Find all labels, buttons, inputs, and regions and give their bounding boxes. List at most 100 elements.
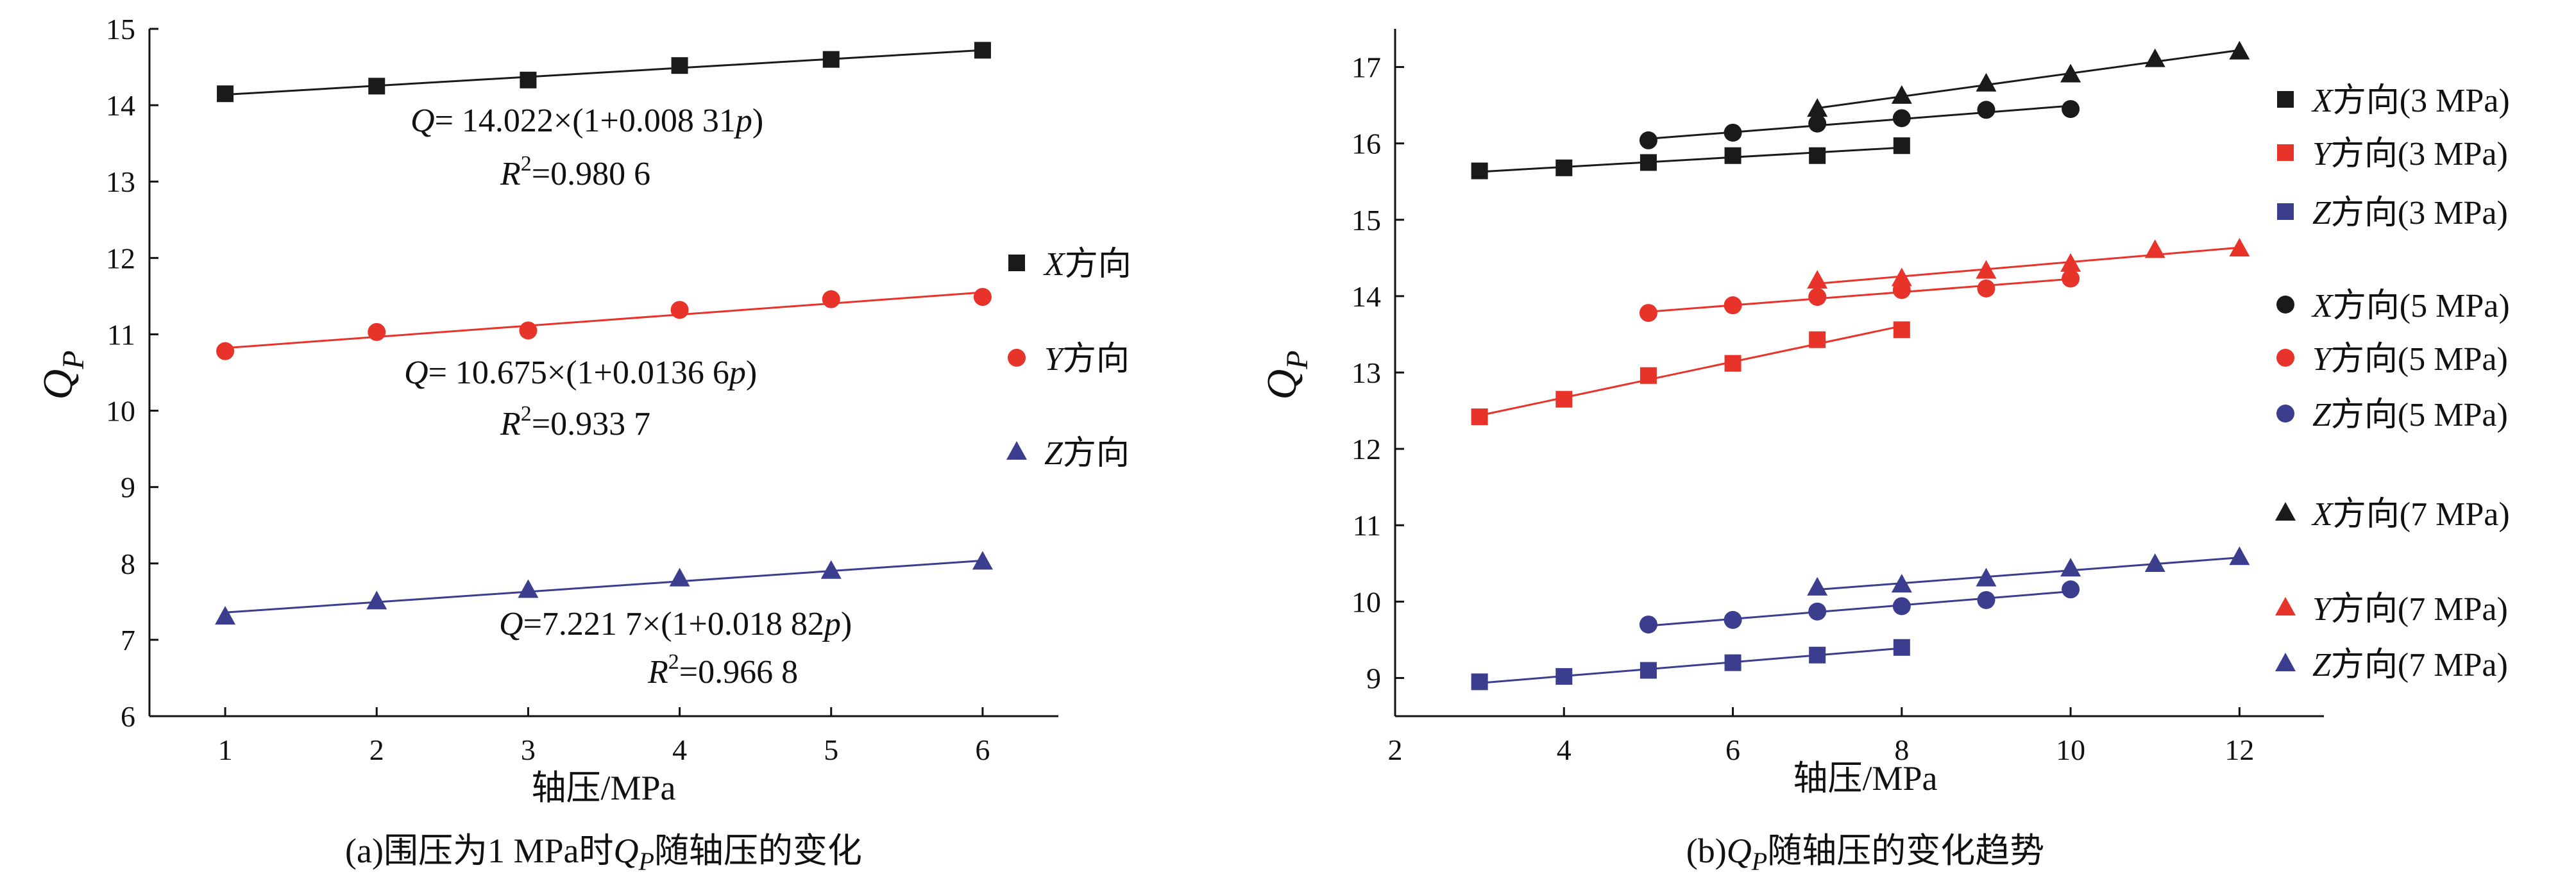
data-point [519,321,538,340]
data-point [518,579,539,598]
caption-b: (b)QP随轴压的变化趋势 [1686,832,2044,876]
legend-label: Z方向(7 MPa) [2312,647,2508,683]
legend-marker [1006,441,1027,460]
data-point [520,71,537,88]
fit-lines-a [225,49,983,614]
data-points-a [215,42,993,625]
y-tick-label: 15 [106,13,135,46]
plot-frame-a [148,29,1058,717]
legend-marker [2276,349,2294,367]
data-point [2062,100,2080,119]
fit-line [225,49,983,96]
x-tick-label: 2 [369,733,384,766]
fit-line [225,291,983,349]
data-point [2229,238,2250,257]
legend-label: Y方向(5 MPa) [2312,341,2508,378]
legend-marker [2277,144,2294,161]
x-tick-label: 10 [2056,733,2085,766]
data-point [972,551,993,570]
trend-line [1817,246,2240,285]
x-axis-label-a: 轴压/MPa [531,769,675,807]
data-point [1808,602,1827,621]
data-point [1724,296,1742,315]
data-point [368,78,386,95]
data-point [2062,269,2080,288]
x-tick-label: 5 [824,733,838,766]
fit-line [225,559,983,614]
y-tick-label: 17 [1352,51,1381,84]
y-tick-label: 14 [1352,280,1381,313]
legend-marker [2275,653,2296,671]
data-point [1724,610,1742,629]
x-axis-label-b: 轴压/MPa [1793,759,1937,798]
legend-label: Z方向(3 MPa) [2312,195,2508,231]
legend-marker [2277,203,2294,220]
data-point [1977,101,1996,119]
data-point [1639,131,1657,149]
legend-b: X方向(3 MPa) Y方向(3 MPa) Z方向(3 MPa) X方向(5 MPa)… [2275,83,2510,683]
data-point [2229,546,2250,565]
trend-line [1479,647,1902,684]
data-point [1724,355,1741,372]
plot-frame-b [1394,29,2324,717]
y-tick-label: 15 [1352,204,1381,237]
fit-lines-b [1479,49,2240,684]
x-axis-ticks-a: 1 2 3 4 5 6 [218,707,990,766]
y-tick-label: 12 [1352,433,1381,465]
data-point [670,301,689,319]
x-tick-label: 1 [218,733,233,766]
data-point [1724,123,1742,142]
data-point [1893,639,1910,656]
data-point [2062,580,2080,599]
legend-label: Z方向 [1044,435,1130,472]
data-point [2060,253,2081,272]
data-point [216,342,235,360]
y-tick-label: 7 [121,624,135,657]
data-point [215,606,236,625]
data-point [822,290,840,308]
data-point [1809,646,1826,664]
data-point [1808,288,1827,306]
legend-marker [2277,91,2294,108]
y-axis-ticks-b: 9 10 11 12 13 14 15 16 17 [1352,51,1404,694]
fit-equations-a: Q= 14.022×(1+0.008 31p) R2=0.980 6 Q= 10.6… [404,103,852,691]
data-point [1471,408,1488,426]
data-point [1976,72,1997,92]
y-tick-label: 16 [1352,128,1381,160]
data-point [974,42,991,59]
trend-line [1817,49,2240,110]
data-point [2229,40,2250,60]
data-point [1724,654,1741,671]
legend-label: X方向 [1043,246,1131,283]
data-point [1976,260,1997,279]
legend-a: X方向 Y方向 Z方向 [1006,246,1131,472]
data-point [1471,673,1488,691]
data-point [671,57,688,74]
legend-label: Z方向(5 MPa) [2312,397,2508,433]
trend-line [1479,324,1902,417]
y-axis-label-a: QP [35,351,90,400]
y-tick-label: 9 [1366,662,1381,694]
y-tick-label: 10 [106,395,135,428]
fit-r-squared: R2=0.966 8 [647,650,798,691]
y-tick-label: 10 [1352,585,1381,618]
data-point [1808,114,1827,133]
data-point [1976,567,1997,587]
data-point [1639,616,1657,634]
data-point [217,85,234,103]
data-point [1809,331,1826,348]
x-tick-label: 6 [975,733,990,766]
y-tick-label: 12 [106,242,135,274]
y-tick-label: 11 [1353,509,1381,542]
data-point [1555,668,1573,685]
data-point [1893,137,1910,155]
legend-marker [1008,255,1025,271]
legend-marker [2276,296,2294,314]
data-point [1892,109,1911,128]
data-point [1807,98,1828,117]
trend-line [1648,105,2071,140]
y-tick-label: 14 [106,89,135,122]
data-point [1893,321,1910,339]
fit-equation: Q= 10.675×(1+0.0136 6p) [404,355,757,391]
